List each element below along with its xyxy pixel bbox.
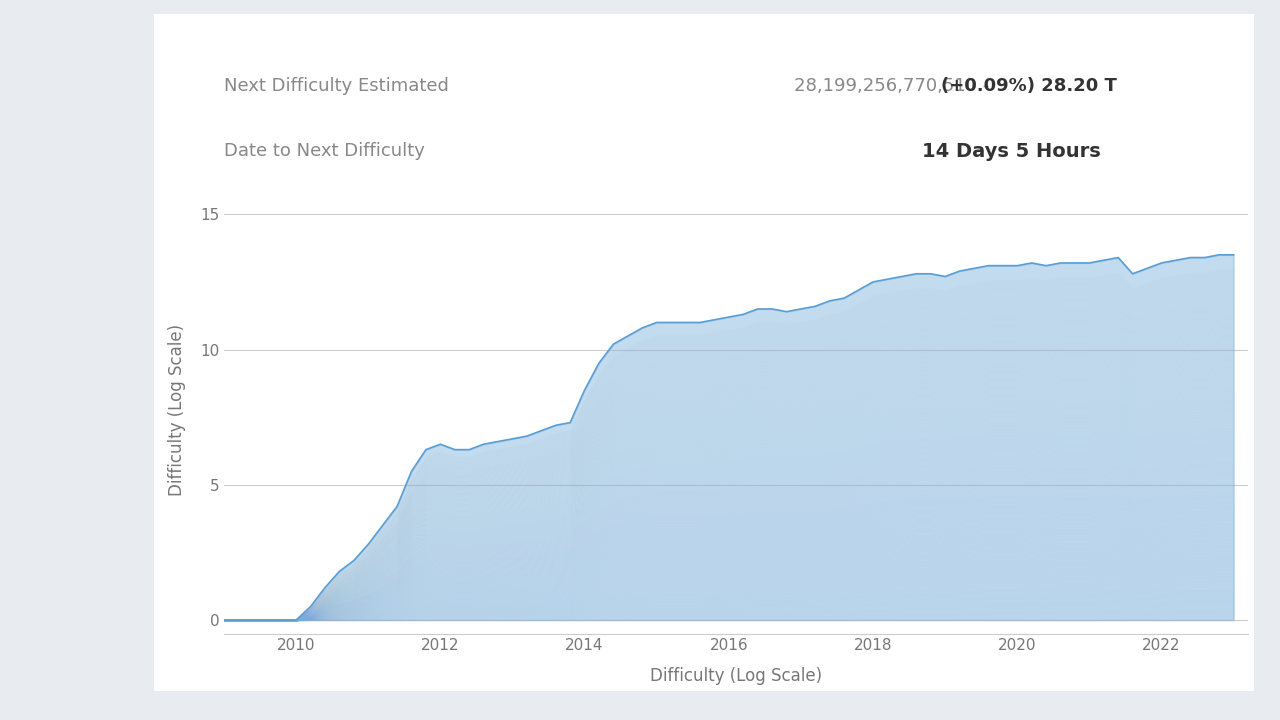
- Text: (+0.09%) 28.20 T: (+0.09%) 28.20 T: [941, 77, 1116, 95]
- Text: 14 Days 5 Hours: 14 Days 5 Hours: [922, 142, 1101, 161]
- Text: Date to Next Difficulty: Date to Next Difficulty: [224, 142, 425, 160]
- Text: 28,199,256,770,510 -: 28,199,256,770,510 -: [794, 77, 995, 95]
- Y-axis label: Difficulty (Log Scale): Difficulty (Log Scale): [168, 324, 186, 497]
- Text: Next Difficulty Estimated: Next Difficulty Estimated: [224, 77, 449, 95]
- X-axis label: Difficulty (Log Scale): Difficulty (Log Scale): [650, 667, 822, 685]
